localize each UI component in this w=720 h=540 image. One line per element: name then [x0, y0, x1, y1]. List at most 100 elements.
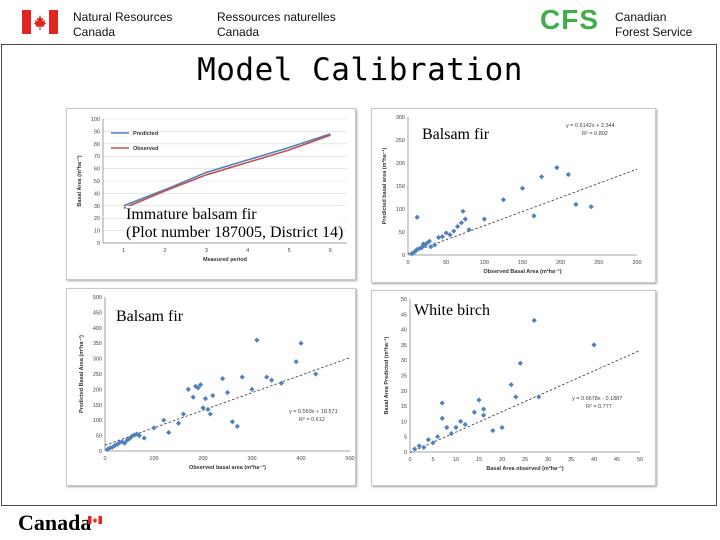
data-point — [448, 431, 454, 437]
data-point — [425, 437, 431, 443]
y-tick-label: 10 — [401, 419, 407, 425]
trend-equation: y = 0.6678x - 0.1887 — [572, 396, 622, 402]
y-tick-label: 200 — [93, 387, 102, 393]
data-point — [435, 434, 441, 440]
x-tick-label: 100 — [480, 260, 489, 266]
data-point — [129, 433, 135, 439]
data-point — [175, 420, 182, 426]
data-point — [476, 397, 482, 403]
series-line-predicted — [123, 133, 331, 207]
data-point — [249, 386, 255, 392]
y-tick-label: 300 — [93, 357, 102, 363]
x-tick-label: 0 — [406, 260, 409, 266]
data-point — [481, 216, 487, 222]
y-tick-label: 70 — [94, 154, 100, 160]
r-squared: R² = 0.777 — [586, 404, 612, 410]
data-point — [565, 171, 571, 178]
x-tick-label: 50 — [637, 457, 643, 463]
series-line-observed — [123, 134, 331, 210]
x-tick-label: 4 — [246, 248, 249, 254]
y-tick-label: 250 — [396, 138, 405, 144]
data-point — [481, 412, 487, 418]
data-point — [458, 418, 464, 424]
canada-wordmark: Canada — [18, 510, 92, 535]
x-tick-label: 30 — [545, 457, 551, 463]
y-tick-label: 350 — [93, 341, 102, 347]
x-tick-label: 3 — [205, 248, 208, 254]
cfs-name-line1: Canadian — [615, 10, 667, 24]
y-axis-label: Basal Area (m²ha⁻¹) — [76, 155, 83, 206]
data-point — [239, 374, 245, 380]
scatter-chart-svg: 0 100 200 300 400 500 0 50 100 150 200 250 300 350 400… — [78, 295, 355, 471]
y-tick-label: 5 — [404, 435, 407, 441]
data-point — [444, 424, 450, 431]
data-point — [202, 396, 209, 402]
x-axis-label: Basal Area observed (m²ha⁻¹) — [486, 465, 563, 472]
data-point — [500, 197, 507, 203]
y-tick-label: 500 — [93, 295, 102, 301]
data-point — [531, 213, 537, 219]
x-tick-label: 100 — [149, 456, 158, 462]
y-axis-label: Basal Area Predicted (m²ha⁻¹) — [383, 336, 390, 414]
data-point — [588, 204, 594, 210]
data-point — [234, 423, 240, 429]
nrcan-en-line1: Natural Resources — [73, 10, 173, 24]
data-point — [447, 232, 453, 238]
data-point — [313, 371, 319, 377]
chart-label-immature-balsam-fir: Immature balsam fir (Plot number 187005,… — [126, 206, 344, 242]
y-tick-label: 20 — [94, 216, 100, 222]
data-point — [453, 424, 459, 431]
data-point — [190, 394, 196, 400]
data-point — [490, 427, 496, 434]
data-point — [141, 435, 147, 441]
data-point — [134, 431, 140, 437]
trendline — [104, 357, 351, 446]
x-tick-label: 25 — [522, 457, 528, 463]
x-tick-label: 1 — [122, 248, 125, 254]
data-point — [210, 392, 216, 399]
canada-wordmark-flag-icon — [88, 516, 102, 524]
y-tick-label: 15 — [401, 404, 407, 410]
y-tick-label: 150 — [93, 403, 102, 409]
chart-balsam-fir-scatter-bottom: 0 100 200 300 400 500 0 50 100 150 200 250 300 350 400… — [66, 288, 356, 486]
y-tick-label: 50 — [96, 434, 102, 440]
data-point — [293, 359, 299, 365]
data-point — [180, 411, 186, 417]
y-tick-label: 150 — [396, 184, 405, 190]
data-point — [466, 227, 472, 233]
data-point — [412, 446, 418, 452]
x-axis-label: Observed Basal Area (m²ha⁻¹) — [483, 268, 561, 275]
data-point — [462, 421, 468, 428]
nrcan-french-name: Ressources naturelles Canada — [217, 10, 336, 40]
chart-label-line2: (Plot number 187005, District 14) — [126, 224, 344, 241]
y-tick-label: 0 — [404, 450, 407, 456]
x-tick-label: 150 — [518, 260, 527, 266]
slide-frame — [1, 44, 717, 506]
nrcan-en-line2: Canada — [73, 25, 116, 39]
chart-label-balsam-fir-top: Balsam fir — [422, 126, 490, 144]
x-tick-label: 45 — [614, 457, 620, 463]
y-axis-label: Predicted Basal Area (m²ha⁻¹) — [78, 335, 85, 413]
x-axis-label: Observed basal area (m²ha⁻¹) — [189, 464, 266, 471]
legend-label-observed: Observed — [133, 146, 158, 152]
data-point — [517, 360, 523, 366]
scatter-chart-svg: 0 5 10 15 20 25 30 35 40 45 50 0 5 10 15 20 25 30 35 40 45 50… — [383, 297, 643, 472]
data-point — [205, 406, 211, 413]
chart-label-line1: Immature balsam fir — [126, 206, 257, 223]
trend-equation: y = 0.6142x + 2.344 — [566, 123, 615, 129]
nrcan-english-name: Natural Resources Canada — [73, 10, 172, 40]
data-point — [591, 342, 597, 348]
data-point — [460, 208, 466, 214]
x-tick-label: 40 — [591, 457, 597, 463]
data-point — [200, 405, 206, 411]
data-point — [122, 440, 128, 446]
x-tick-label: 0 — [408, 457, 411, 463]
chart-balsam-fir-scatter-top: 0 50 100 150 200 250 300 0 50 100 150 200 250 300 Obse… — [371, 108, 656, 283]
y-tick-label: 250 — [93, 372, 102, 378]
y-tick-label: 10 — [94, 229, 100, 235]
trendline — [407, 168, 638, 255]
y-tick-label: 20 — [401, 389, 407, 395]
data-point — [513, 394, 519, 400]
data-point — [554, 165, 560, 171]
